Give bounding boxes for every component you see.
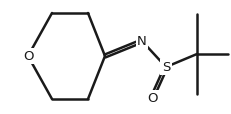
- Text: O: O: [147, 92, 157, 105]
- Text: O: O: [23, 50, 33, 63]
- Text: S: S: [162, 61, 170, 74]
- Text: N: N: [137, 35, 147, 48]
